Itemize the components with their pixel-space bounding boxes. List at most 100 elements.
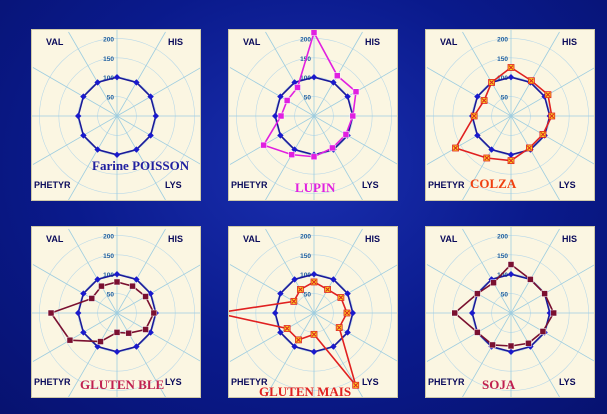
square-marker bbox=[310, 153, 318, 160]
radar-spoke bbox=[68, 115, 118, 200]
axis-label-his: HIS bbox=[562, 37, 578, 47]
axis-label-val: VAL bbox=[243, 234, 261, 244]
diamond-marker bbox=[277, 290, 284, 297]
cross-marker bbox=[471, 113, 477, 119]
square-marker bbox=[474, 329, 481, 336]
chart-title: SOJA bbox=[482, 377, 516, 392]
radar-spoke bbox=[116, 31, 166, 117]
square-marker bbox=[125, 329, 132, 337]
cross-marker bbox=[353, 382, 359, 388]
radar-spoke bbox=[510, 115, 594, 165]
square-marker bbox=[283, 97, 291, 104]
square-marker bbox=[277, 112, 285, 120]
radar-spoke bbox=[229, 67, 315, 117]
radar-spoke bbox=[32, 264, 118, 314]
radar-spoke bbox=[116, 264, 200, 314]
radar-spoke bbox=[116, 67, 200, 117]
tick-label: 50 bbox=[501, 95, 509, 102]
axis-label-val: VAL bbox=[46, 37, 64, 47]
axis-label-his: HIS bbox=[365, 234, 381, 244]
square-marker bbox=[260, 141, 267, 149]
tick-label: 200 bbox=[497, 36, 508, 43]
tick-label: 50 bbox=[107, 292, 115, 299]
diamond-marker bbox=[344, 93, 351, 100]
radar-spoke bbox=[462, 312, 512, 397]
radar-spoke bbox=[313, 312, 397, 362]
cross-marker bbox=[344, 310, 350, 316]
radar-spoke bbox=[265, 312, 315, 397]
radar-panel: 200 150 100 50 VAL HIS PHETYR LYS COLZA bbox=[425, 29, 595, 201]
square-marker bbox=[150, 309, 158, 317]
square-marker bbox=[349, 112, 357, 120]
diamond-marker bbox=[291, 79, 298, 86]
square-marker bbox=[310, 30, 318, 36]
radar-spoke bbox=[32, 115, 118, 165]
radar-spoke bbox=[32, 312, 118, 362]
diamond-marker bbox=[94, 79, 101, 86]
diamond-marker bbox=[75, 112, 82, 120]
radar-panel: 200 150 100 50 VAL HIS PHETYR LYS GLUTEN BLE bbox=[31, 226, 201, 398]
series-line bbox=[229, 281, 357, 386]
square-marker bbox=[342, 131, 350, 138]
chart-title: COLZA bbox=[470, 176, 517, 191]
diamond-marker bbox=[80, 93, 87, 100]
diamond-marker bbox=[133, 276, 140, 283]
axis-label-val: VAL bbox=[243, 37, 261, 47]
tick-label: 50 bbox=[304, 95, 312, 102]
tick-label: 50 bbox=[501, 292, 509, 299]
cross-marker bbox=[336, 325, 342, 330]
diamond-marker bbox=[277, 132, 284, 139]
cross-marker bbox=[549, 113, 555, 119]
diamond-marker bbox=[147, 329, 154, 336]
square-marker bbox=[47, 309, 55, 317]
diamond-marker bbox=[80, 132, 87, 139]
axis-label-phetyr: PHETYR bbox=[231, 377, 268, 387]
square-marker bbox=[329, 144, 336, 152]
axis-label-phetyr: PHETYR bbox=[428, 377, 465, 387]
diamond-marker bbox=[272, 309, 279, 317]
square-marker bbox=[97, 338, 104, 345]
radar-spoke bbox=[510, 31, 560, 117]
diamond-marker bbox=[94, 276, 101, 283]
axis-label-lys: LYS bbox=[362, 180, 379, 190]
square-marker bbox=[142, 326, 149, 333]
cross-marker bbox=[545, 92, 551, 98]
diamond-marker bbox=[291, 146, 298, 153]
diamond-marker bbox=[133, 343, 140, 350]
radar-spoke bbox=[462, 228, 512, 314]
diamond-marker bbox=[113, 271, 121, 278]
square-marker bbox=[129, 282, 136, 290]
radar-panel: 200 150 100 50 VAL HIS PHETYR LYS LUPIN bbox=[228, 29, 398, 201]
axis-label-phetyr: PHETYR bbox=[231, 180, 268, 190]
axis-label-val: VAL bbox=[440, 37, 458, 47]
axis-label-lys: LYS bbox=[559, 377, 576, 387]
radar-spoke bbox=[510, 264, 594, 314]
cross-marker bbox=[481, 98, 487, 103]
square-marker bbox=[288, 151, 295, 158]
diamond-marker bbox=[113, 348, 121, 355]
radar-spoke bbox=[510, 67, 594, 117]
axis-label-phetyr: PHETYR bbox=[428, 180, 465, 190]
radar-spoke bbox=[68, 228, 118, 314]
cross-marker bbox=[291, 299, 297, 304]
tick-label: 200 bbox=[300, 36, 311, 43]
radar-spoke bbox=[313, 264, 397, 314]
axis-label-lys: LYS bbox=[165, 180, 182, 190]
diamond-marker bbox=[330, 276, 337, 283]
radar-spoke bbox=[426, 115, 512, 165]
cross-marker bbox=[540, 132, 546, 137]
diamond-marker bbox=[507, 348, 515, 355]
diamond-marker bbox=[310, 271, 318, 278]
diamond-marker bbox=[507, 271, 515, 278]
diamond-marker bbox=[469, 309, 476, 317]
diamond-marker bbox=[272, 112, 279, 120]
radar-panel: 200 150 100 50 VAL HIS PHETYR LYS GLUTEN MAIS bbox=[228, 226, 398, 398]
radar-spoke bbox=[265, 31, 315, 117]
tick-label: 200 bbox=[103, 36, 114, 43]
diamond-marker bbox=[344, 329, 351, 336]
chart-title: LUPIN bbox=[295, 180, 336, 195]
